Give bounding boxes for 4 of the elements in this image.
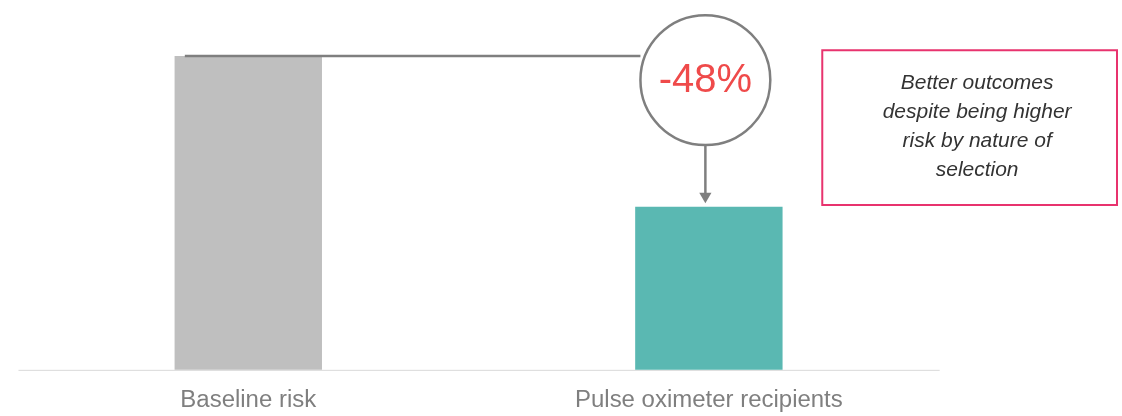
x-tick-label: Pulse oximeter recipients (574, 385, 843, 413)
x-tick-label: Baseline risk (180, 385, 318, 413)
annotation: -48% (658, 56, 753, 101)
annotation: Better outcomes despite being higher risk by nature of selection (882, 70, 1073, 181)
